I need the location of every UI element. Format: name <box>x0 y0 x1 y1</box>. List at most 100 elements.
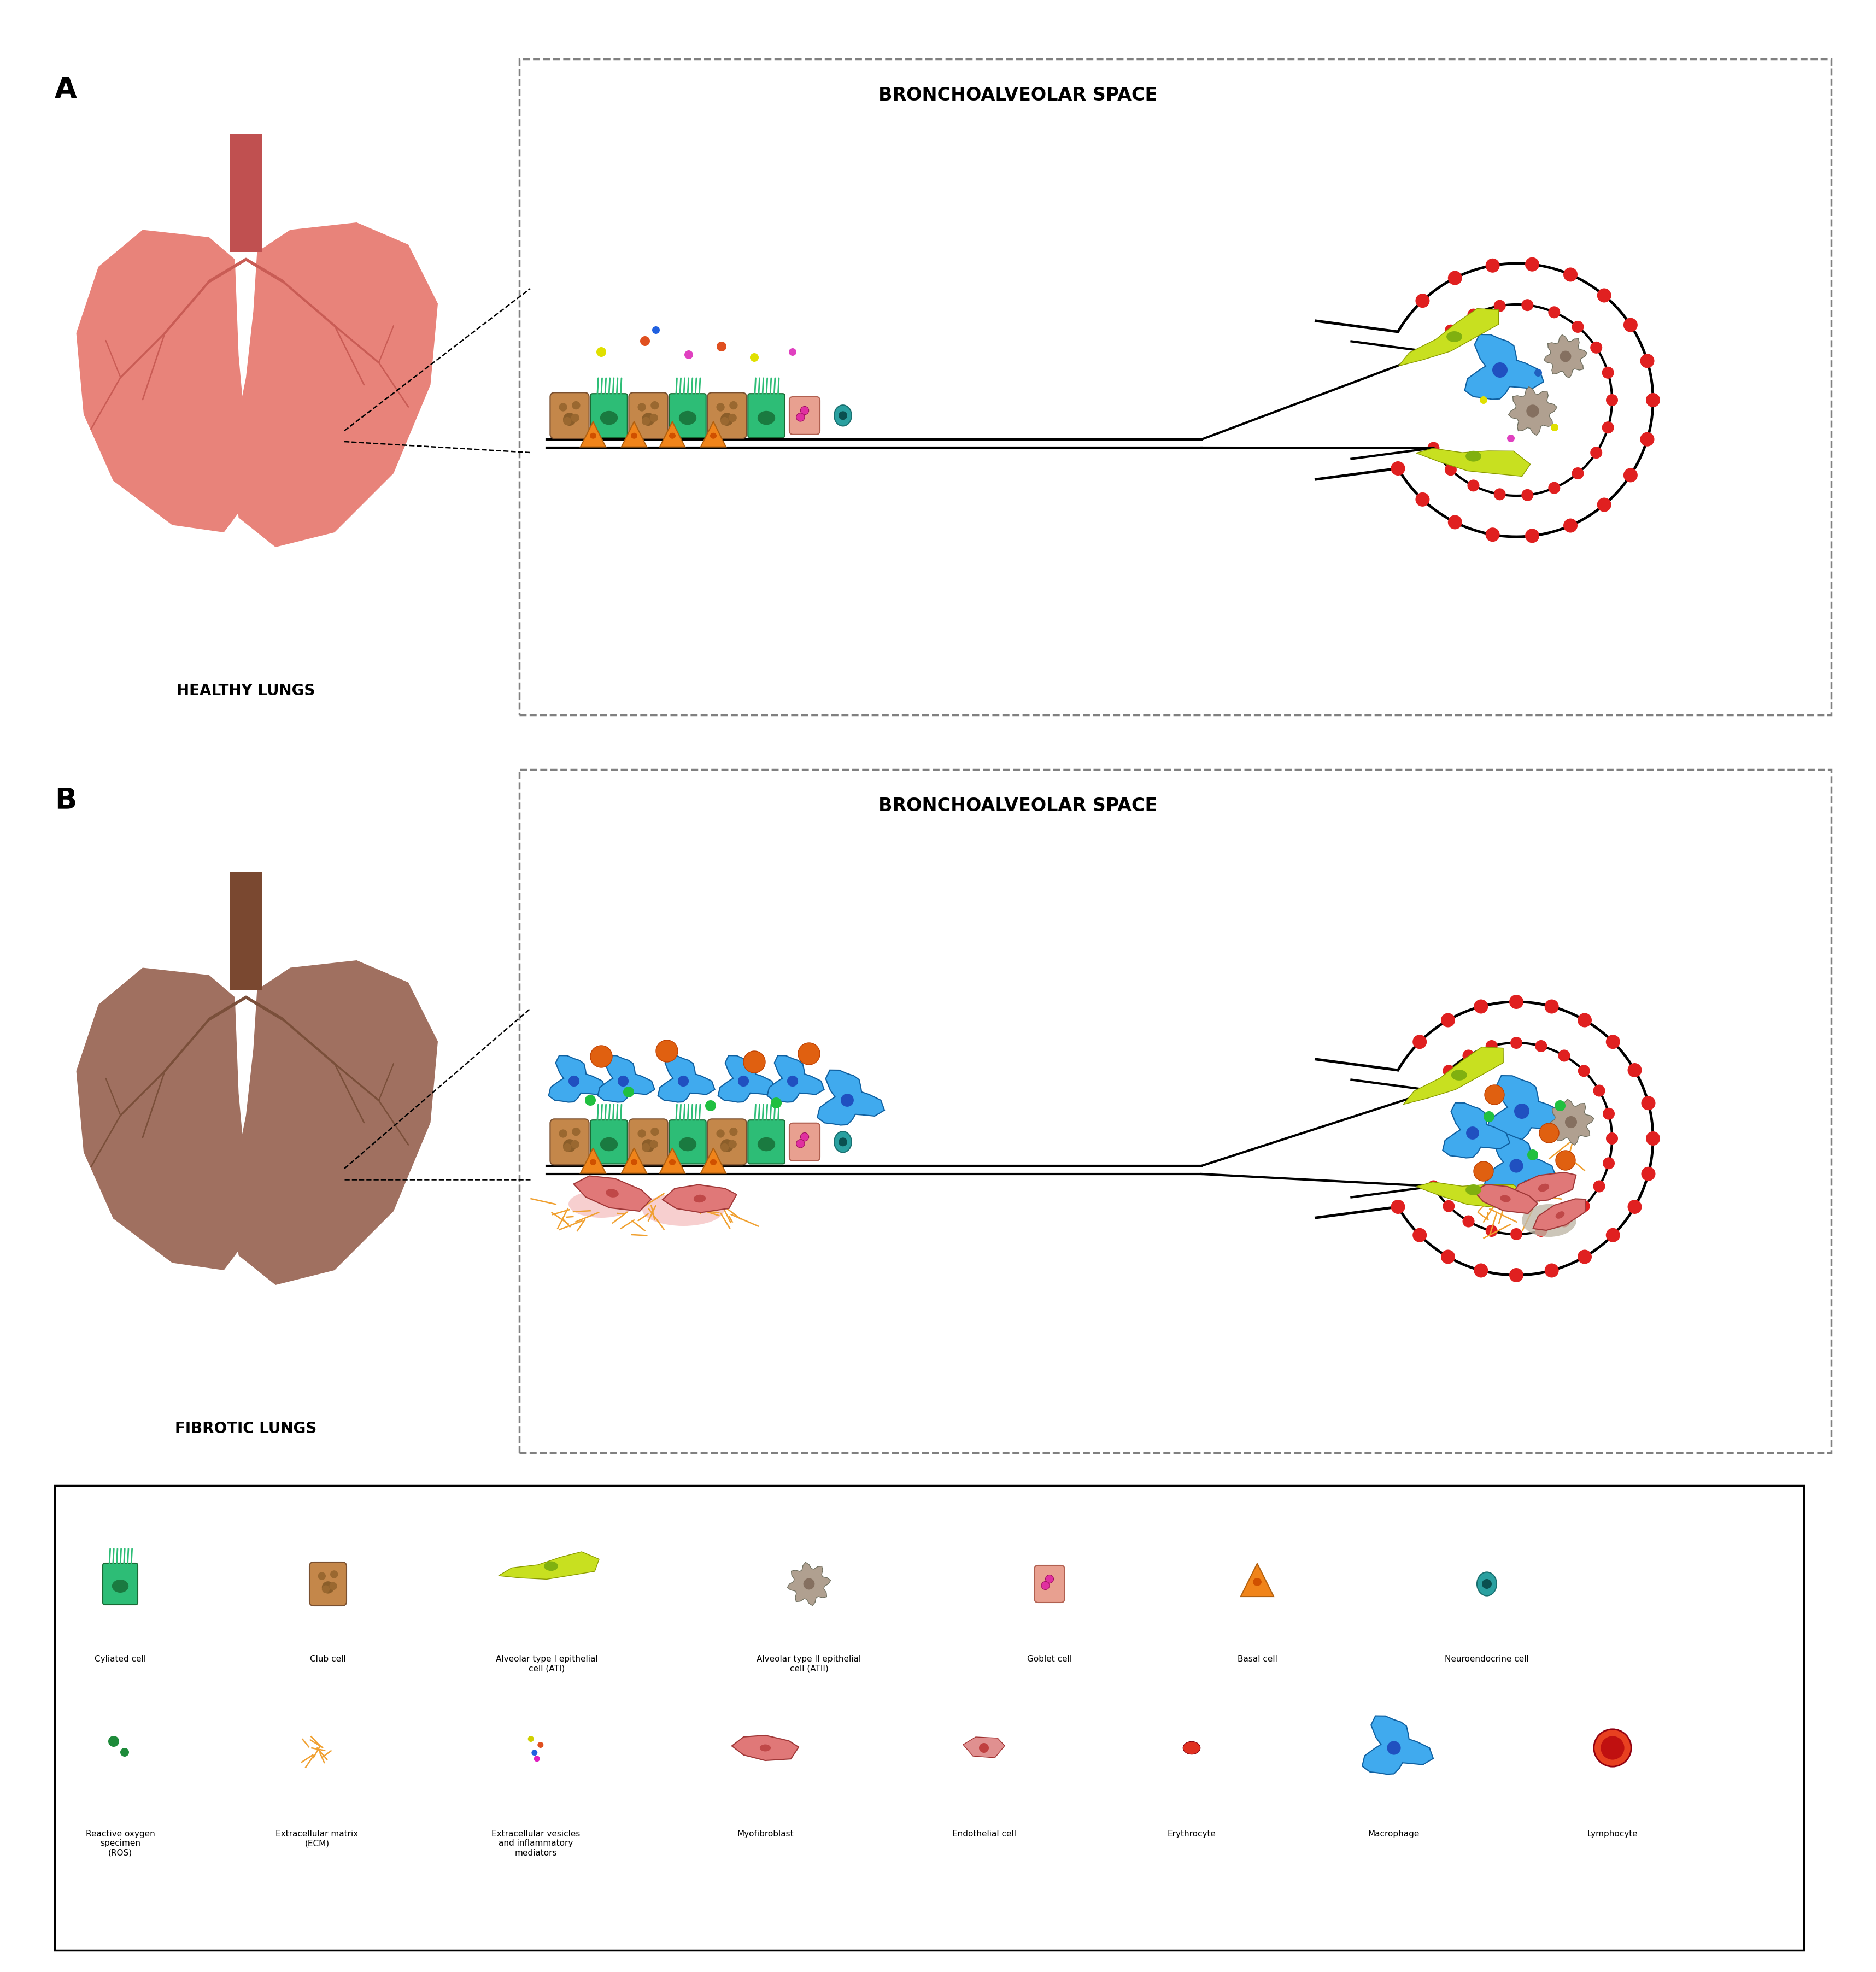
Circle shape <box>527 1735 535 1741</box>
Ellipse shape <box>1501 1195 1510 1203</box>
Circle shape <box>1510 1037 1521 1049</box>
Ellipse shape <box>1446 331 1461 341</box>
Circle shape <box>795 412 805 422</box>
Circle shape <box>642 1144 651 1152</box>
Polygon shape <box>1508 387 1557 436</box>
Ellipse shape <box>788 1075 797 1087</box>
Circle shape <box>585 1094 597 1106</box>
Ellipse shape <box>677 1075 688 1087</box>
Circle shape <box>649 414 658 422</box>
Circle shape <box>1572 467 1583 479</box>
Circle shape <box>1441 1014 1456 1027</box>
Circle shape <box>1602 422 1613 434</box>
Ellipse shape <box>1555 1211 1565 1219</box>
Circle shape <box>1642 1096 1655 1110</box>
Circle shape <box>572 400 580 410</box>
Polygon shape <box>77 231 246 532</box>
Polygon shape <box>231 223 437 546</box>
Ellipse shape <box>1452 1069 1467 1081</box>
Ellipse shape <box>1386 1741 1401 1755</box>
Circle shape <box>1484 1085 1505 1104</box>
Polygon shape <box>1403 1047 1503 1104</box>
Circle shape <box>1593 1181 1606 1193</box>
Circle shape <box>728 1140 737 1148</box>
Ellipse shape <box>758 1138 775 1152</box>
Ellipse shape <box>1565 1116 1578 1128</box>
Circle shape <box>1602 1108 1615 1120</box>
Circle shape <box>1602 1158 1615 1169</box>
Circle shape <box>717 402 724 412</box>
Circle shape <box>1548 481 1561 493</box>
Ellipse shape <box>679 410 696 424</box>
Polygon shape <box>1544 335 1587 379</box>
Ellipse shape <box>1253 1578 1261 1585</box>
Circle shape <box>797 1043 820 1065</box>
Circle shape <box>570 414 580 422</box>
Circle shape <box>1415 294 1430 308</box>
Ellipse shape <box>617 1075 628 1087</box>
Ellipse shape <box>600 410 617 424</box>
Ellipse shape <box>709 432 717 438</box>
Circle shape <box>1493 489 1506 501</box>
Polygon shape <box>621 1148 647 1173</box>
Circle shape <box>1645 392 1660 406</box>
Circle shape <box>638 1130 645 1138</box>
Polygon shape <box>1533 1199 1585 1231</box>
FancyBboxPatch shape <box>54 1485 1805 1950</box>
Circle shape <box>563 416 572 426</box>
FancyBboxPatch shape <box>550 392 589 438</box>
Circle shape <box>317 1572 326 1580</box>
Ellipse shape <box>568 1075 580 1087</box>
Circle shape <box>1475 1000 1488 1014</box>
Ellipse shape <box>839 1138 848 1146</box>
Circle shape <box>1606 1132 1617 1144</box>
Circle shape <box>1441 1250 1456 1264</box>
Polygon shape <box>1465 335 1544 398</box>
Text: Neuroendocrine cell: Neuroendocrine cell <box>1445 1655 1529 1662</box>
Text: Cyliated cell: Cyliated cell <box>94 1655 146 1662</box>
Polygon shape <box>962 1737 1006 1757</box>
Ellipse shape <box>694 1195 705 1203</box>
Polygon shape <box>719 1055 775 1102</box>
Circle shape <box>1578 1250 1591 1264</box>
Text: Erythrocyte: Erythrocyte <box>1167 1830 1216 1838</box>
Circle shape <box>559 1130 567 1138</box>
Circle shape <box>109 1735 120 1747</box>
Polygon shape <box>1486 1075 1566 1140</box>
Text: Alveolar type I epithelial
cell (ATI): Alveolar type I epithelial cell (ATI) <box>495 1655 598 1672</box>
Ellipse shape <box>1538 1183 1550 1191</box>
Circle shape <box>651 1128 658 1136</box>
Polygon shape <box>1398 308 1499 367</box>
Circle shape <box>1493 300 1506 312</box>
Ellipse shape <box>1482 1580 1491 1589</box>
Text: Extracellular vesicles
and inflammatory
mediators: Extracellular vesicles and inflammatory … <box>492 1830 580 1858</box>
Ellipse shape <box>1510 1160 1523 1173</box>
Ellipse shape <box>670 432 675 438</box>
Circle shape <box>743 1051 765 1073</box>
Polygon shape <box>1240 1564 1274 1597</box>
Circle shape <box>1606 1035 1621 1049</box>
Text: Endothelial cell: Endothelial cell <box>951 1830 1017 1838</box>
Circle shape <box>1480 396 1488 404</box>
Circle shape <box>730 400 737 410</box>
Circle shape <box>1563 268 1578 282</box>
Circle shape <box>1486 1039 1497 1053</box>
Circle shape <box>1572 321 1583 333</box>
Circle shape <box>788 349 797 355</box>
Circle shape <box>623 1087 634 1098</box>
Text: BRONCHOALVEOLAR SPACE: BRONCHOALVEOLAR SPACE <box>878 797 1157 814</box>
Circle shape <box>1467 308 1480 321</box>
FancyBboxPatch shape <box>550 1118 589 1165</box>
Circle shape <box>1521 489 1533 501</box>
Circle shape <box>1535 1039 1548 1053</box>
FancyBboxPatch shape <box>707 1118 747 1165</box>
Ellipse shape <box>760 1745 771 1751</box>
Circle shape <box>1602 367 1613 379</box>
Ellipse shape <box>1491 363 1508 379</box>
Circle shape <box>649 1140 658 1148</box>
Circle shape <box>1559 1049 1570 1061</box>
Ellipse shape <box>589 432 597 438</box>
Text: A: A <box>54 75 77 105</box>
Circle shape <box>979 1743 989 1753</box>
Circle shape <box>1521 300 1533 312</box>
